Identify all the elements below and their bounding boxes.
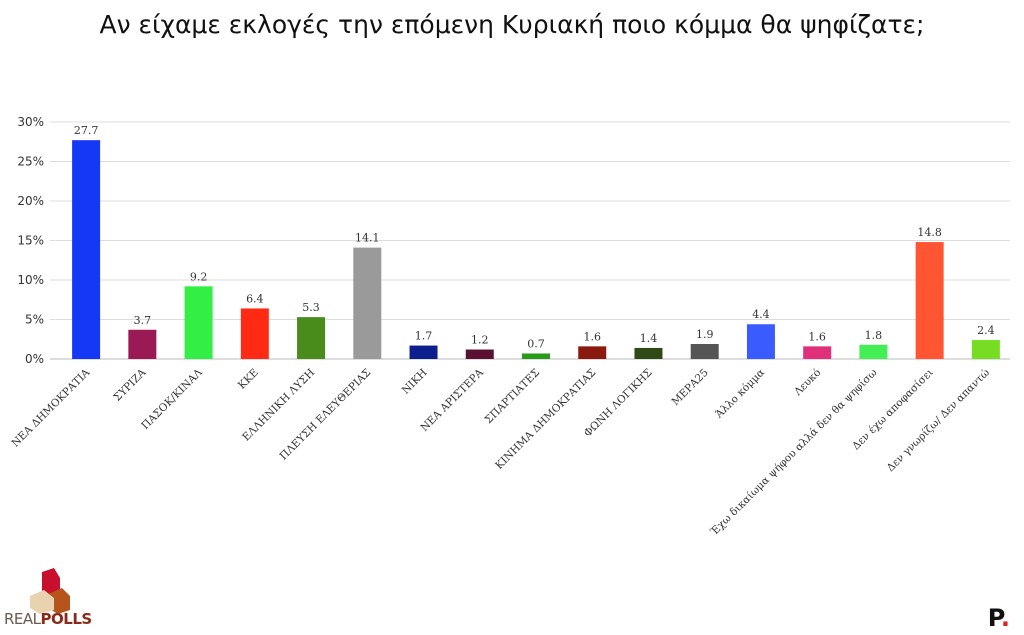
bar bbox=[859, 344, 888, 359]
data-label: 4.4 bbox=[752, 308, 770, 321]
x-tick-label: ΠΑΣΟΚ/ΚΙΝΑΛ bbox=[139, 366, 205, 432]
x-tick-label: ΠΛΕΥΣΗ ΕΛΕΥΘΕΡΙΑΣ bbox=[278, 367, 374, 463]
chart-title: Αν είχαμε εκλογές την επόμενη Κυριακή πο… bbox=[99, 10, 925, 39]
y-tick-label: 30% bbox=[17, 115, 44, 129]
data-label: 1.8 bbox=[865, 329, 883, 342]
x-tick-label: ΜΕΡΑ25 bbox=[670, 367, 711, 408]
data-label: 1.9 bbox=[696, 328, 714, 341]
bar bbox=[240, 308, 269, 359]
realpolls-logo-icon bbox=[30, 568, 70, 614]
x-tick-label: ΣΠΑΡΤΙΑΤΕΣ bbox=[483, 367, 542, 426]
data-label: 3.7 bbox=[134, 314, 152, 327]
data-label: 5.3 bbox=[302, 301, 320, 314]
x-tick-label: ΝΕΑ ΑΡΙΣΤΕΡΑ bbox=[418, 366, 486, 434]
bar bbox=[353, 247, 382, 359]
data-label: 0.7 bbox=[527, 337, 545, 350]
data-label: 14.1 bbox=[355, 232, 380, 245]
bar bbox=[746, 324, 775, 359]
x-tick-label: Λευκό bbox=[791, 367, 823, 399]
data-label: 14.8 bbox=[917, 226, 942, 239]
data-label: 2.4 bbox=[977, 324, 995, 337]
y-tick-label: 25% bbox=[17, 155, 44, 169]
bar bbox=[578, 346, 607, 359]
data-label: 1.7 bbox=[415, 330, 433, 343]
y-tick-label: 0% bbox=[25, 352, 44, 366]
x-tick-label: Δεν γνωρίζω/ Δεν απαντώ bbox=[884, 366, 992, 474]
bar bbox=[128, 329, 157, 359]
p-logo: P. bbox=[987, 604, 1010, 632]
x-tick-label: ΚΙΝΗΜΑ ΔΗΜΟΚΡΑΤΙΑΣ bbox=[493, 367, 598, 472]
bar bbox=[72, 140, 101, 359]
data-label: 1.6 bbox=[583, 330, 601, 343]
data-label: 27.7 bbox=[74, 124, 99, 137]
data-label: 1.4 bbox=[640, 332, 658, 345]
y-tick-label: 10% bbox=[17, 273, 44, 287]
x-tick-label: ΣΥΡΙΖΑ bbox=[111, 366, 148, 403]
realpolls-logo-text: REALPOLLS bbox=[4, 610, 92, 628]
bar bbox=[465, 349, 494, 359]
y-tick-label: 5% bbox=[25, 313, 44, 327]
y-tick-label: 20% bbox=[17, 194, 44, 208]
data-label: 1.2 bbox=[471, 334, 489, 347]
data-label: 1.6 bbox=[808, 330, 826, 343]
bar bbox=[409, 345, 438, 359]
bar bbox=[690, 343, 719, 359]
x-tick-label: Άλλο κόμμα bbox=[712, 367, 767, 422]
bar bbox=[915, 242, 944, 359]
bar bbox=[803, 346, 832, 359]
x-tick-label: ΝΕΑ ΔΗΜΟΚΡΑΤΙΑ bbox=[9, 366, 92, 449]
y-tick-label: 15% bbox=[17, 234, 44, 248]
bar bbox=[522, 353, 550, 359]
x-tick-label: ΚΚΕ bbox=[236, 367, 261, 392]
data-label: 9.2 bbox=[190, 270, 208, 283]
x-tick-label: ΝΙΚΗ bbox=[400, 367, 430, 397]
bar bbox=[634, 347, 663, 359]
bar bbox=[184, 286, 213, 359]
bar bbox=[297, 317, 326, 359]
bar bbox=[971, 340, 1000, 359]
data-label: 6.4 bbox=[246, 292, 264, 305]
